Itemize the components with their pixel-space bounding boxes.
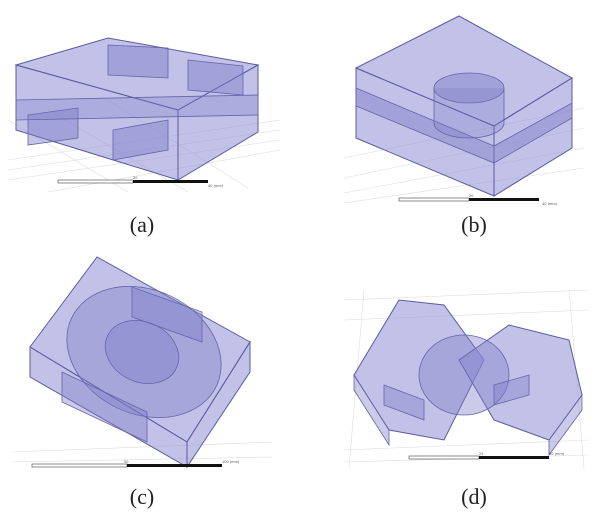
svg-text:40 (mm): 40 (mm) [542, 202, 558, 206]
model-b-render: 20 40 (mm) [344, 15, 584, 206]
panel-b: 20 40 (mm) [344, 8, 584, 208]
inner-pocket-left [107, 44, 169, 79]
scale-bar-a: 20 40 (mm) [57, 176, 224, 188]
block-side-face [493, 77, 573, 197]
svg-text:100 (mm): 100 (mm) [222, 460, 240, 464]
model-a-render: 20 40 (mm) [8, 37, 280, 192]
inner-pocket-right [187, 59, 244, 96]
block-side-face [177, 64, 259, 181]
scale-bar-b: 20 40 (mm) [398, 194, 558, 206]
panel-d: 25 50 (mm) [344, 290, 589, 468]
svg-text:50 (mm): 50 (mm) [549, 452, 565, 456]
svg-text:40 (mm): 40 (mm) [208, 184, 224, 188]
scale-bar-c: 50 100 (mm) [31, 460, 240, 468]
caption-a: (a) [129, 212, 155, 237]
scale-bar-d: 25 50 (mm) [408, 452, 565, 460]
caption-b: (b) [461, 212, 487, 237]
caption-c: (c) [129, 484, 155, 509]
ring-outer [418, 334, 510, 416]
svg-text:20: 20 [469, 194, 473, 198]
inner-pocket-left [61, 371, 148, 443]
model-d-render: 25 50 (mm) [344, 290, 589, 468]
panel-c: 50 100 (mm) [12, 252, 272, 474]
panel-a: 20 40 (mm) [8, 20, 280, 192]
svg-text:25: 25 [479, 452, 483, 456]
ring-outer [66, 286, 222, 418]
block-side-face [186, 340, 251, 469]
caption-d: (d) [461, 484, 487, 509]
inner-pocket-right [131, 286, 203, 343]
svg-text:20: 20 [133, 176, 137, 180]
svg-text:50: 50 [124, 460, 128, 464]
model-c-render: 50 100 (mm) [12, 256, 272, 469]
